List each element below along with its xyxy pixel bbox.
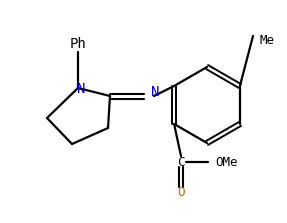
Text: N: N xyxy=(77,82,85,96)
Text: OMe: OMe xyxy=(215,155,237,169)
Text: N: N xyxy=(151,85,159,99)
Text: C: C xyxy=(177,155,185,169)
Text: Ph: Ph xyxy=(70,37,86,51)
Text: Me: Me xyxy=(259,33,274,47)
Text: O: O xyxy=(177,186,185,200)
